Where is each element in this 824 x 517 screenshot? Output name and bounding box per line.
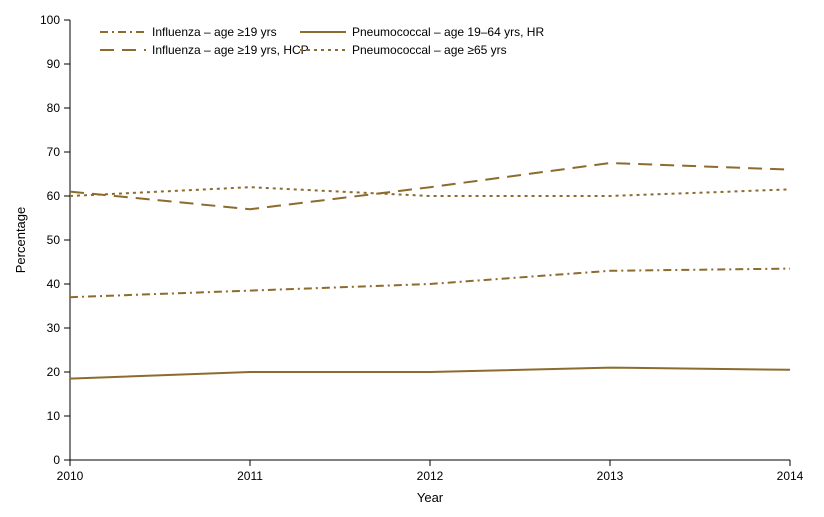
x-tick-label: 2010: [57, 469, 84, 483]
y-tick-label: 40: [47, 277, 61, 291]
legend-label-influenza-19plus-hcp: Influenza – age ≥19 yrs, HCP: [152, 43, 309, 57]
y-tick-label: 100: [40, 13, 60, 27]
series-influenza-19plus: [70, 269, 790, 298]
y-tick-label: 20: [47, 365, 61, 379]
chart-container: 0 10 20 30 40 50 60 70 80 90 100 2010 2011 2012 2013 20…: [0, 0, 824, 517]
x-axis-title: Year: [417, 490, 444, 505]
x-tick-label: 2014: [777, 469, 804, 483]
y-tick-label: 70: [47, 145, 61, 159]
x-tick-label: 2013: [597, 469, 624, 483]
legend-label-pneumococcal-65plus: Pneumococcal – age ≥65 yrs: [352, 43, 507, 57]
y-tick-label: 50: [47, 233, 61, 247]
x-tick-label: 2012: [417, 469, 444, 483]
legend-label-pneumococcal-19-64-hr: Pneumococcal – age 19–64 yrs, HR: [352, 25, 544, 39]
series-pneumococcal-65plus: [70, 187, 790, 196]
y-tick-label: 10: [47, 409, 61, 423]
series-influenza-19plus-hcp: [70, 163, 790, 209]
y-axis-title: Percentage: [13, 207, 28, 274]
y-tick-label: 90: [47, 57, 61, 71]
legend-label-influenza-19plus: Influenza – age ≥19 yrs: [152, 25, 277, 39]
y-tick-label: 80: [47, 101, 61, 115]
y-tick-label: 60: [47, 189, 61, 203]
y-tick-label: 30: [47, 321, 61, 335]
line-chart: 0 10 20 30 40 50 60 70 80 90 100 2010 2011 2012 2013 20…: [0, 0, 824, 517]
y-tick-label: 0: [53, 453, 60, 467]
axis-frame: [70, 20, 790, 460]
x-tick-label: 2011: [237, 469, 263, 483]
series-pneumococcal-19-64-hr: [70, 368, 790, 379]
